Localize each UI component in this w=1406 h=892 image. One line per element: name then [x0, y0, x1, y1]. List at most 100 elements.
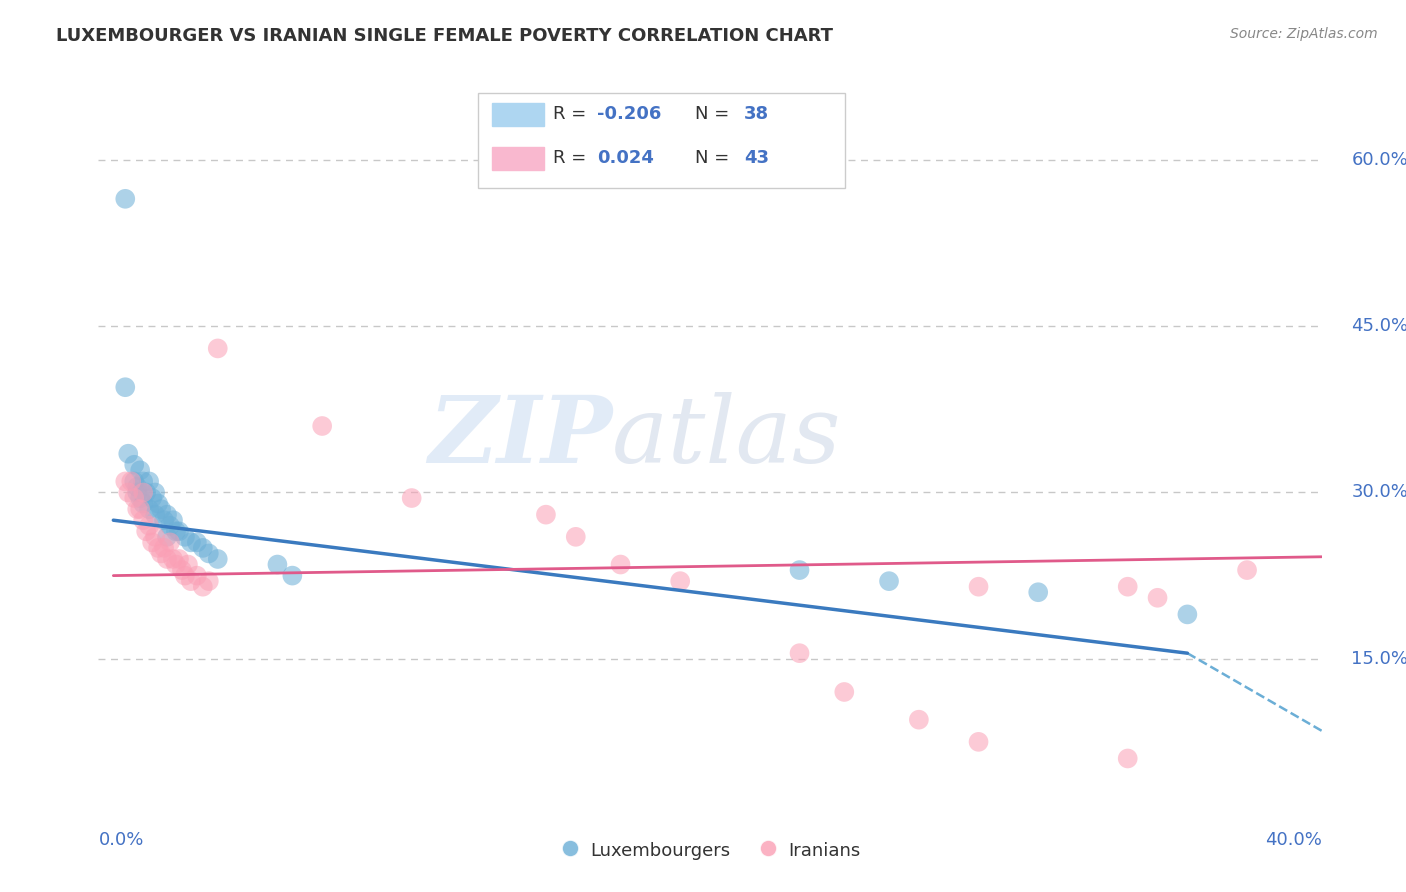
Point — [138, 518, 160, 533]
Text: -0.206: -0.206 — [598, 104, 662, 123]
Point — [143, 485, 166, 500]
Point — [191, 580, 214, 594]
Point — [127, 485, 149, 500]
Point — [1236, 563, 1258, 577]
Point — [669, 574, 692, 589]
Point — [159, 535, 181, 549]
Point — [162, 513, 184, 527]
Point — [198, 574, 221, 589]
Point — [1177, 607, 1199, 622]
Text: 40.0%: 40.0% — [1265, 830, 1322, 848]
FancyBboxPatch shape — [492, 146, 544, 170]
Text: 45.0%: 45.0% — [1351, 318, 1406, 335]
Text: 0.0%: 0.0% — [98, 830, 143, 848]
Point — [127, 480, 149, 494]
Point — [150, 502, 173, 516]
Point — [159, 518, 181, 533]
Point — [1116, 751, 1139, 765]
Point — [832, 685, 855, 699]
Point — [877, 574, 900, 589]
Point — [186, 568, 208, 582]
Point — [132, 513, 155, 527]
Point — [120, 475, 142, 489]
Point — [177, 558, 200, 572]
Point — [146, 541, 169, 555]
Point — [908, 713, 931, 727]
Point — [609, 558, 631, 572]
Point — [153, 513, 176, 527]
Point — [122, 458, 145, 472]
Point — [156, 508, 179, 522]
Point — [174, 568, 197, 582]
Point — [114, 475, 136, 489]
Point — [401, 491, 423, 505]
Point — [141, 535, 163, 549]
Text: 60.0%: 60.0% — [1351, 151, 1406, 169]
Point — [156, 552, 179, 566]
FancyBboxPatch shape — [492, 103, 544, 127]
Point — [534, 508, 557, 522]
Point — [153, 541, 176, 555]
Point — [207, 342, 229, 356]
Point — [180, 535, 202, 549]
Point — [967, 580, 990, 594]
Point — [162, 552, 184, 566]
Point — [180, 574, 202, 589]
Point — [1116, 580, 1139, 594]
Point — [129, 491, 152, 505]
Point — [138, 475, 160, 489]
Text: LUXEMBOURGER VS IRANIAN SINGLE FEMALE POVERTY CORRELATION CHART: LUXEMBOURGER VS IRANIAN SINGLE FEMALE PO… — [56, 27, 834, 45]
Point — [127, 502, 149, 516]
Point — [150, 546, 173, 560]
Point — [122, 491, 145, 505]
Point — [132, 485, 155, 500]
Text: Source: ZipAtlas.com: Source: ZipAtlas.com — [1230, 27, 1378, 41]
Point — [122, 475, 145, 489]
Text: 15.0%: 15.0% — [1351, 649, 1406, 668]
Point — [132, 497, 155, 511]
Point — [1146, 591, 1168, 605]
Point — [167, 552, 190, 566]
Point — [311, 419, 333, 434]
Point — [114, 192, 136, 206]
Point — [207, 552, 229, 566]
Point — [146, 497, 169, 511]
FancyBboxPatch shape — [478, 94, 845, 188]
Text: N =: N = — [696, 104, 735, 123]
Point — [789, 646, 811, 660]
Point — [789, 563, 811, 577]
Point — [174, 530, 197, 544]
Point — [565, 530, 588, 544]
Point — [114, 380, 136, 394]
Point — [266, 558, 288, 572]
Point — [191, 541, 214, 555]
Point — [117, 447, 139, 461]
Point — [167, 524, 190, 539]
Point — [1026, 585, 1049, 599]
Point — [135, 485, 157, 500]
Point — [170, 563, 193, 577]
Point — [143, 508, 166, 522]
Text: ZIP: ZIP — [427, 392, 612, 482]
Text: R =: R = — [554, 104, 592, 123]
Point — [967, 735, 990, 749]
Point — [132, 475, 155, 489]
Point — [143, 530, 166, 544]
Text: 43: 43 — [744, 149, 769, 167]
Point — [129, 463, 152, 477]
Text: 0.024: 0.024 — [598, 149, 654, 167]
Point — [165, 558, 187, 572]
Point — [281, 568, 304, 582]
Point — [156, 530, 179, 544]
Point — [138, 502, 160, 516]
Text: atlas: atlas — [612, 392, 842, 482]
Text: N =: N = — [696, 149, 735, 167]
Text: 30.0%: 30.0% — [1351, 483, 1406, 501]
Point — [165, 524, 187, 539]
Point — [129, 502, 152, 516]
Point — [141, 491, 163, 505]
Point — [186, 535, 208, 549]
Point — [135, 524, 157, 539]
Legend: Luxembourgers, Iranians: Luxembourgers, Iranians — [553, 833, 868, 867]
Text: R =: R = — [554, 149, 592, 167]
